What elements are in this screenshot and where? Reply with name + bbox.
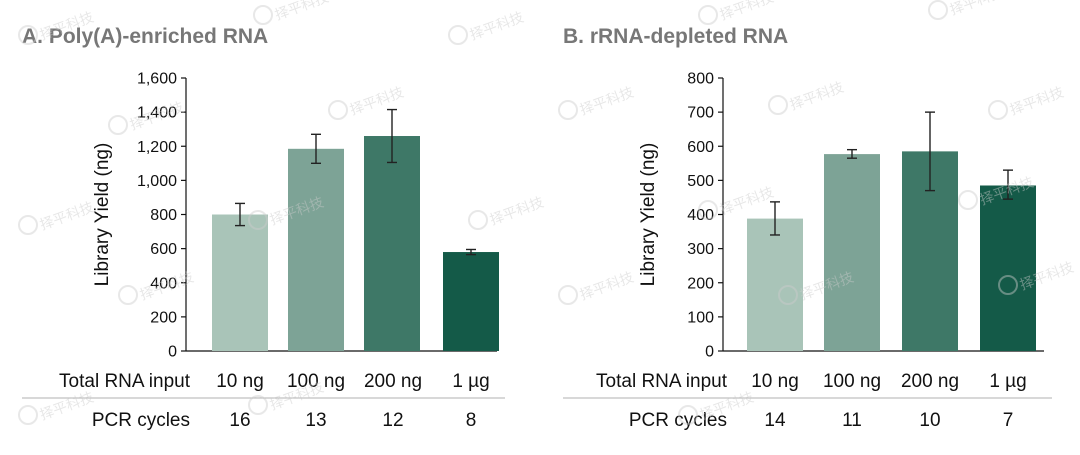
- panel-b-y-tick-label: 800: [687, 71, 714, 88]
- panel-a-y-tick-label: 0: [168, 344, 177, 361]
- watermark-text: 择平科技: [1008, 85, 1066, 119]
- panel-a-pcr-cycles-value: 16: [229, 410, 250, 431]
- panel-a-y-tick-label: 400: [150, 275, 177, 292]
- watermark-text: 择平科技: [718, 185, 776, 219]
- watermark-text: 择平科技: [348, 85, 406, 119]
- watermark-text: 择平科技: [273, 0, 331, 24]
- panel-b-input-row-label: Total RNA input: [596, 371, 728, 392]
- watermark-logo-icon: [678, 405, 698, 425]
- panel-a-y-tick-label: 600: [150, 241, 177, 258]
- panel-b-y-tick-label: 600: [687, 139, 714, 156]
- panel-b-y-tick-label: 400: [687, 207, 714, 224]
- panel-a-pcr-cycles-value: 8: [466, 410, 477, 431]
- watermark-logo-icon: [958, 190, 978, 210]
- panel-a-y-tick-label: 800: [150, 207, 177, 224]
- panel-a-bar: [443, 252, 499, 351]
- panel-a-bar: [288, 148, 344, 351]
- panel-b-bar: [980, 185, 1036, 351]
- watermark-logo-icon: [698, 200, 718, 220]
- watermark-logo-icon: [328, 100, 348, 120]
- panel-a-pcr-cycles-value: 12: [382, 410, 403, 431]
- watermark-logo-icon: [988, 100, 1008, 120]
- panel-b-y-axis-title: Library Yield (ng): [638, 143, 659, 287]
- panel-b-bar: [747, 218, 803, 351]
- watermark-text: 择平科技: [468, 10, 526, 44]
- panel-a-pcr-cycles-value: 13: [305, 410, 326, 431]
- panel-b-category-label: 1 µg: [989, 371, 1026, 392]
- panel-a-category-label: 1 µg: [452, 371, 489, 392]
- watermark-text: 择平科技: [718, 0, 776, 24]
- watermark-logo-icon: [18, 25, 38, 45]
- panel-b-category-label: 100 ng: [823, 371, 881, 392]
- panel-a-y-tick-label: 200: [150, 309, 177, 326]
- panel-b-category-label: 10 ng: [751, 371, 799, 392]
- panel-b-y-tick-label: 300: [687, 241, 714, 258]
- panel-b-pcr-cycles-value: 14: [764, 410, 786, 431]
- panel-a-y-tick-label: 1,600: [137, 71, 177, 88]
- panel-a-y-tick-label: 1,400: [137, 105, 177, 122]
- panel-a-cycles-row-label: PCR cycles: [92, 410, 190, 431]
- panel-a-y-tick-label: 1,200: [137, 139, 177, 156]
- panel-a-category-label: 100 ng: [287, 371, 345, 392]
- panel-b-cycles-row-label: PCR cycles: [629, 410, 727, 431]
- watermark-logo-icon: [108, 115, 128, 135]
- watermark-logo-icon: [778, 285, 798, 305]
- watermark-text: 择平科技: [38, 390, 96, 424]
- panel-a-input-row-label: Total RNA input: [59, 371, 191, 392]
- watermark-logo-icon: [998, 275, 1018, 295]
- watermark-logo-icon: [558, 100, 578, 120]
- panel-a-y-axis-title: Library Yield (ng): [92, 143, 113, 287]
- watermark-logo-icon: [248, 210, 268, 230]
- watermark-logo-icon: [468, 210, 488, 230]
- watermark-text: 择平科技: [578, 85, 636, 119]
- panel-b-category-label: 200 ng: [901, 371, 959, 392]
- watermark-text: 择平科技: [488, 195, 546, 229]
- panel-b-y-tick-label: 500: [687, 173, 714, 190]
- panel-b-title: B. rRNA-depleted RNA: [563, 25, 788, 48]
- panel-a-title: A. Poly(A)-enriched RNA: [22, 25, 268, 48]
- panel-b-bar: [824, 154, 880, 351]
- watermark-logo-icon: [18, 405, 38, 425]
- watermark-logo-icon: [928, 0, 948, 20]
- panel-b-pcr-cycles-value: 7: [1003, 410, 1014, 431]
- panel-a-bar: [364, 136, 420, 351]
- panel-a-category-label: 200 ng: [364, 371, 422, 392]
- watermark-logo-icon: [558, 285, 578, 305]
- panel-b-pcr-cycles-value: 11: [842, 410, 862, 431]
- panel-a-bar: [212, 214, 268, 351]
- panel-a-y-tick-label: 1,000: [137, 173, 177, 190]
- watermark-text: 择平科技: [948, 0, 1006, 19]
- watermark-logo-icon: [768, 95, 788, 115]
- panel-b-pcr-cycles-value: 10: [919, 410, 940, 431]
- panel-b-y-tick-label: 100: [687, 309, 714, 326]
- watermark-text: 择平科技: [788, 80, 846, 114]
- watermark-logo-icon: [448, 25, 468, 45]
- panel-b-y-tick-label: 200: [687, 275, 714, 292]
- watermark-logo-icon: [118, 285, 138, 305]
- watermark-logo-icon: [248, 395, 268, 415]
- watermark-text: 择平科技: [578, 270, 636, 304]
- panel-b-y-tick-label: 700: [687, 105, 714, 122]
- watermark-logo-icon: [18, 215, 38, 235]
- watermark-logo-icon: [698, 5, 718, 25]
- watermark-logo-icon: [253, 5, 273, 25]
- watermark-text: 择平科技: [38, 200, 96, 234]
- panel-b-y-tick-label: 0: [705, 344, 714, 361]
- panel-a-category-label: 10 ng: [216, 371, 264, 392]
